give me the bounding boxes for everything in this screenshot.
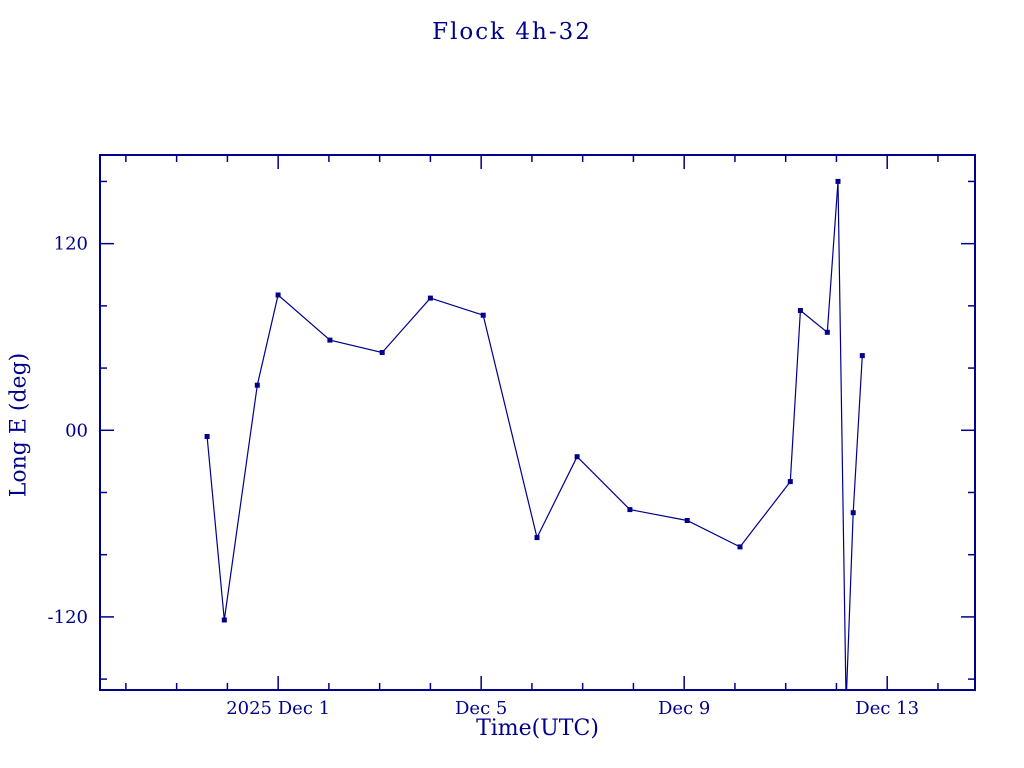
data-point-marker (327, 337, 333, 343)
data-point-marker (787, 479, 793, 485)
data-point-marker (859, 353, 865, 359)
data-point-marker (684, 518, 690, 523)
y-tick-label: -120 (48, 607, 88, 628)
data-point-marker (204, 434, 210, 439)
data-point-marker (275, 292, 281, 298)
data-point-marker (627, 507, 633, 513)
plot-frame (99, 154, 976, 691)
y-tick-label: 120 (54, 234, 88, 255)
data-series (204, 178, 865, 707)
data-point-marker (797, 308, 803, 313)
x-tick-label: Dec 9 (658, 698, 710, 719)
data-point-marker (574, 454, 580, 460)
data-point-marker (737, 544, 743, 550)
data-point-marker (824, 329, 830, 335)
data-point-marker (221, 617, 227, 623)
x-tick-label: 2025 Dec 1 (226, 698, 330, 719)
x-tick-label: Dec 13 (855, 698, 919, 719)
data-point-marker (835, 178, 841, 184)
y-tick-label: 00 (65, 420, 88, 441)
data-point-marker (379, 350, 385, 355)
x-tick-label: Dec 5 (455, 698, 507, 719)
data-point-marker (850, 510, 856, 516)
data-point-marker (427, 295, 433, 301)
data-point-marker (254, 382, 260, 388)
data-line (206, 181, 863, 690)
data-point-marker (480, 312, 486, 318)
chart-title: Flock 4h-32 (432, 19, 592, 45)
x-axis-label: Time(UTC) (476, 716, 599, 741)
data-point-marker (534, 535, 540, 541)
data-point-marker (844, 702, 849, 707)
